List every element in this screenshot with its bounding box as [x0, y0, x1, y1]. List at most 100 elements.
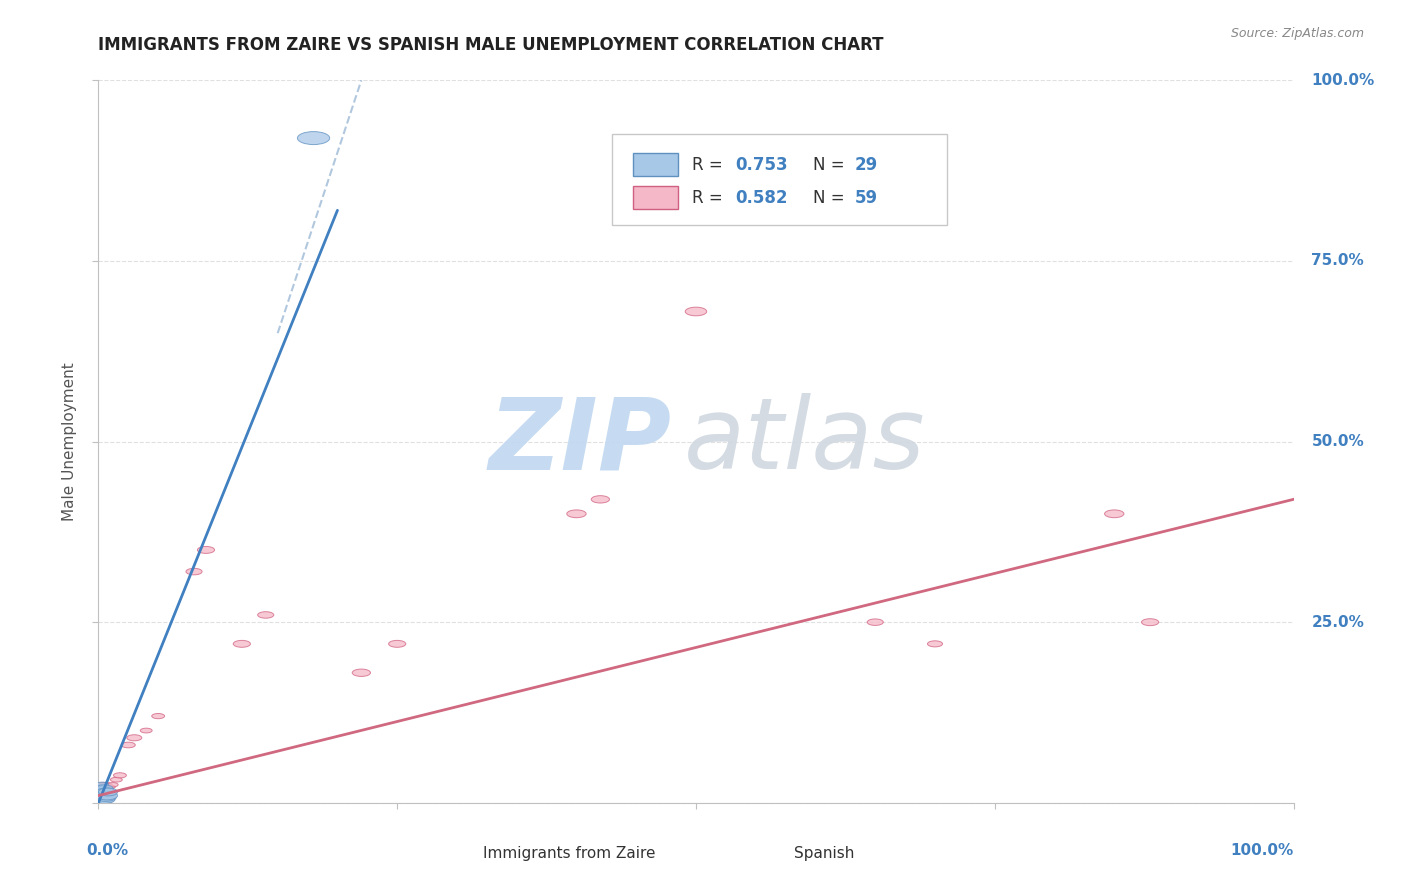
Text: N =: N = — [813, 189, 851, 207]
Ellipse shape — [103, 792, 114, 797]
Ellipse shape — [96, 792, 104, 796]
Ellipse shape — [96, 785, 107, 789]
Ellipse shape — [94, 796, 107, 801]
Text: 100.0%: 100.0% — [1230, 843, 1294, 857]
Text: 0.582: 0.582 — [735, 189, 787, 207]
Ellipse shape — [91, 791, 107, 797]
Ellipse shape — [96, 791, 108, 797]
Ellipse shape — [94, 790, 114, 798]
Text: 100.0%: 100.0% — [1312, 73, 1375, 87]
Y-axis label: Male Unemployment: Male Unemployment — [62, 362, 77, 521]
Bar — [633, 153, 678, 177]
Ellipse shape — [96, 782, 108, 788]
Text: Spanish: Spanish — [794, 846, 855, 861]
Text: IMMIGRANTS FROM ZAIRE VS SPANISH MALE UNEMPLOYMENT CORRELATION CHART: IMMIGRANTS FROM ZAIRE VS SPANISH MALE UN… — [98, 36, 884, 54]
Text: Immigrants from Zaire: Immigrants from Zaire — [484, 846, 655, 861]
Ellipse shape — [94, 788, 105, 792]
Ellipse shape — [90, 795, 111, 804]
Ellipse shape — [127, 735, 142, 741]
Ellipse shape — [868, 619, 883, 625]
Text: 25.0%: 25.0% — [1312, 615, 1364, 630]
Ellipse shape — [94, 797, 108, 804]
Ellipse shape — [96, 794, 110, 800]
Ellipse shape — [101, 788, 112, 792]
Ellipse shape — [98, 782, 110, 787]
Ellipse shape — [101, 782, 112, 787]
Ellipse shape — [96, 792, 111, 798]
Ellipse shape — [98, 794, 112, 800]
Ellipse shape — [98, 788, 118, 796]
Ellipse shape — [591, 496, 610, 503]
Text: R =: R = — [692, 156, 728, 174]
Ellipse shape — [93, 795, 114, 804]
Text: 29: 29 — [855, 156, 879, 174]
Ellipse shape — [100, 793, 114, 798]
Text: 75.0%: 75.0% — [1312, 253, 1364, 268]
Ellipse shape — [97, 785, 104, 789]
Ellipse shape — [928, 640, 942, 647]
Ellipse shape — [257, 612, 274, 618]
Ellipse shape — [96, 791, 118, 800]
Ellipse shape — [141, 728, 152, 733]
Ellipse shape — [233, 640, 250, 648]
Ellipse shape — [352, 669, 371, 676]
Text: N =: N = — [813, 156, 851, 174]
Ellipse shape — [100, 789, 112, 795]
Ellipse shape — [97, 797, 103, 800]
Ellipse shape — [96, 785, 112, 792]
Ellipse shape — [93, 798, 105, 803]
Ellipse shape — [114, 772, 127, 778]
Text: Source: ZipAtlas.com: Source: ZipAtlas.com — [1230, 27, 1364, 40]
Bar — [633, 186, 678, 210]
Ellipse shape — [90, 793, 110, 801]
Ellipse shape — [94, 797, 105, 802]
Bar — [744, 845, 782, 863]
Ellipse shape — [93, 792, 111, 799]
Ellipse shape — [94, 797, 110, 802]
Ellipse shape — [93, 792, 110, 799]
Text: ZIP: ZIP — [489, 393, 672, 490]
Text: 50.0%: 50.0% — [1312, 434, 1364, 449]
Text: 59: 59 — [855, 189, 877, 207]
Ellipse shape — [94, 795, 115, 804]
Ellipse shape — [97, 788, 103, 789]
Ellipse shape — [97, 784, 110, 789]
Ellipse shape — [94, 785, 110, 791]
Ellipse shape — [197, 547, 215, 553]
Ellipse shape — [97, 783, 107, 787]
Ellipse shape — [91, 792, 108, 799]
Ellipse shape — [121, 742, 135, 747]
Ellipse shape — [107, 782, 118, 787]
Ellipse shape — [98, 788, 111, 792]
Ellipse shape — [93, 789, 111, 796]
FancyBboxPatch shape — [613, 135, 948, 225]
Ellipse shape — [111, 777, 122, 782]
Ellipse shape — [96, 796, 111, 803]
Ellipse shape — [97, 796, 112, 802]
Ellipse shape — [94, 792, 112, 799]
Ellipse shape — [96, 792, 107, 797]
Ellipse shape — [94, 796, 105, 800]
Text: 0.753: 0.753 — [735, 156, 787, 174]
Ellipse shape — [97, 791, 111, 797]
Bar — [433, 845, 471, 863]
Ellipse shape — [685, 307, 707, 316]
Ellipse shape — [103, 786, 114, 790]
Ellipse shape — [1142, 619, 1159, 625]
Ellipse shape — [94, 793, 117, 801]
Ellipse shape — [100, 785, 111, 789]
Text: atlas: atlas — [685, 393, 925, 490]
Ellipse shape — [96, 787, 104, 790]
Ellipse shape — [567, 510, 586, 517]
Ellipse shape — [105, 789, 115, 794]
Text: R =: R = — [692, 189, 728, 207]
Ellipse shape — [94, 788, 107, 792]
Ellipse shape — [97, 786, 107, 790]
Ellipse shape — [152, 714, 165, 719]
Ellipse shape — [298, 132, 329, 145]
Ellipse shape — [96, 789, 108, 794]
Ellipse shape — [388, 640, 406, 648]
Ellipse shape — [94, 787, 112, 793]
Text: 0.0%: 0.0% — [87, 843, 128, 857]
Ellipse shape — [97, 788, 105, 791]
